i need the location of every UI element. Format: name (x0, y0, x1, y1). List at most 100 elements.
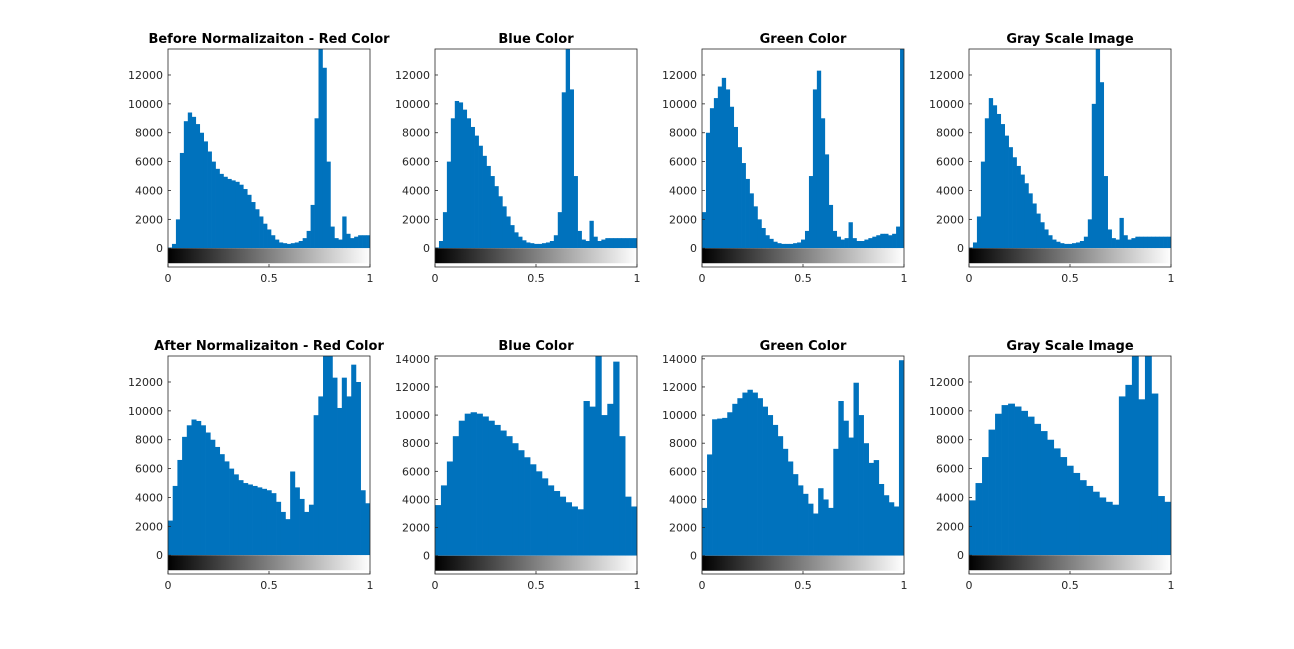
subplot-7: Green Color 0 2000 4000 6000 8000 10000 12000 14… (662, 339, 908, 592)
histogram-bars (168, 356, 370, 556)
histogram-bar (872, 236, 877, 249)
histogram-bar (583, 401, 590, 556)
histogram-bar (585, 241, 590, 249)
histogram-bar (327, 356, 333, 556)
y-tick-label: 14000 (662, 353, 697, 366)
histogram-bar (510, 225, 515, 249)
histogram-bar (1123, 235, 1128, 249)
histogram-bar (1159, 236, 1164, 249)
histogram-bar (707, 454, 713, 556)
histogram-bar (1036, 213, 1041, 249)
histogram-bar (601, 415, 608, 556)
histogram-bar (549, 241, 555, 249)
histogram-bar (1053, 448, 1061, 556)
histogram-bar (980, 161, 986, 249)
y-tick-label: 10000 (128, 98, 163, 111)
histogram-bar (1073, 472, 1081, 556)
histogram-bar (442, 212, 448, 249)
y-tick-label: 4000 (135, 491, 163, 504)
y-tick-label: 2000 (402, 213, 430, 226)
histogram-bar (593, 236, 598, 249)
x-tick-label: 0.5 (260, 272, 278, 285)
histogram-bar (1095, 49, 1101, 249)
y-tick-label: 4000 (402, 184, 430, 197)
histogram-bar (1012, 157, 1017, 249)
histogram-bar (996, 113, 1002, 249)
histogram-bar (565, 502, 572, 556)
histogram-bar (863, 443, 869, 556)
histogram-bar (848, 222, 853, 249)
histogram-bar (1021, 410, 1028, 556)
histogram-bar (741, 163, 746, 249)
histogram-bar (470, 412, 477, 556)
x-tick-label: 1 (634, 272, 641, 285)
y-tick-label: 2000 (135, 213, 163, 226)
histogram-bar (215, 168, 220, 249)
histogram-bar (506, 216, 511, 249)
histogram-bar (276, 501, 282, 556)
histogram-bar (1105, 501, 1113, 556)
histogram-bar (446, 461, 454, 556)
histogram-bar (1071, 243, 1077, 249)
y-tick-label: 2000 (402, 522, 430, 535)
y-tick-label: 0 (156, 242, 163, 255)
histogram-bar (803, 493, 809, 556)
histogram-bar (214, 446, 221, 556)
histogram-bar (526, 242, 531, 249)
subplot-5: After Normalizaiton - Red Color 0 2000 4000… (128, 339, 384, 592)
histogram-bar (757, 219, 762, 249)
histogram-bar (631, 506, 637, 556)
x-tick-label: 1 (634, 579, 641, 592)
y-tick-label: 10000 (929, 405, 964, 418)
histogram-bar (737, 147, 742, 249)
histogram-bar (565, 49, 571, 249)
y-tick-label: 12000 (128, 69, 163, 82)
histogram-bar (1144, 356, 1152, 556)
histogram-bar (712, 419, 718, 556)
histogram-bar (486, 165, 491, 249)
histogram-bar (581, 239, 586, 249)
histogram-bar (832, 230, 838, 249)
histogram-bar (207, 151, 212, 249)
y-tick-label: 4000 (669, 184, 697, 197)
histogram-bars (702, 49, 904, 249)
histogram-bar (280, 511, 286, 556)
subplot-title: Green Color (760, 339, 847, 354)
histogram-bar (609, 238, 614, 249)
y-tick-label: 0 (957, 242, 964, 255)
histogram-bar (884, 233, 889, 249)
x-tick-label: 0 (165, 579, 172, 592)
y-tick-label: 10000 (662, 409, 697, 422)
histogram-bar (848, 437, 854, 556)
histogram-bar (266, 490, 272, 556)
colorbar (435, 555, 637, 571)
histogram-bar (705, 132, 711, 249)
subplot-title: Gray Scale Image (1006, 339, 1134, 354)
histogram-bar (466, 118, 471, 249)
histogram-bar (332, 377, 338, 556)
histogram-bar (1103, 176, 1108, 249)
histogram-bar (843, 420, 849, 556)
histogram-bar (873, 460, 880, 556)
y-tick-label: 4000 (402, 493, 430, 506)
histogram-bar (1131, 238, 1136, 249)
y-tick-label: 6000 (669, 465, 697, 478)
histogram-bar (1083, 236, 1089, 249)
y-tick-label: 8000 (402, 127, 430, 140)
histogram-bar (545, 242, 551, 249)
histogram-bar (183, 121, 189, 249)
y-tick-label: 6000 (135, 463, 163, 476)
histogram-bar (793, 243, 798, 249)
histogram-bar (522, 240, 527, 249)
colorbar (702, 555, 904, 571)
histogram-bar (354, 236, 359, 249)
histogram-bars (969, 49, 1171, 249)
histogram-bar (761, 228, 766, 249)
colorbar (702, 248, 904, 264)
histogram-bar (168, 520, 174, 556)
histogram-bar (804, 230, 810, 249)
histogram-bar (440, 485, 448, 556)
histogram-bar (605, 238, 610, 249)
histogram-bar (625, 496, 632, 556)
